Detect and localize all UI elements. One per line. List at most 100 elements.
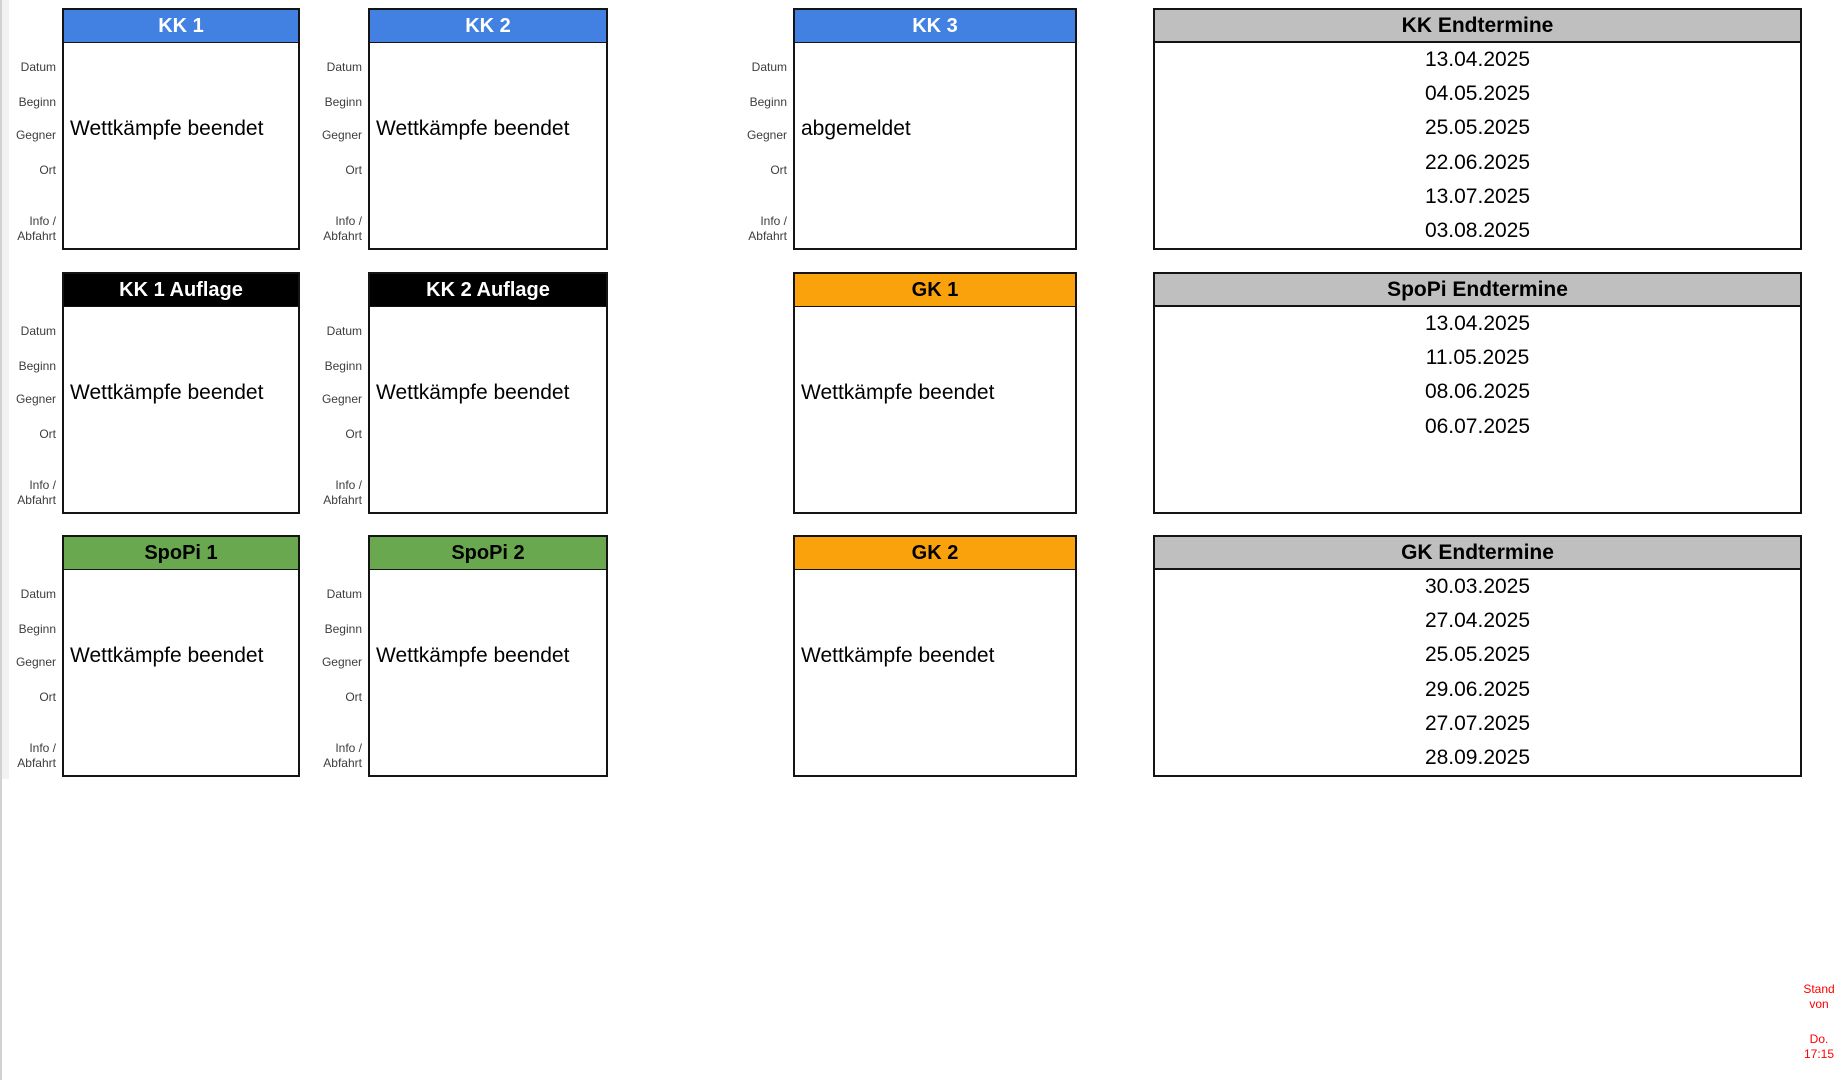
card-status: Wettkämpfe beendet bbox=[801, 381, 995, 404]
field-label-ort: Ort bbox=[345, 690, 362, 704]
date-row: 25.05.2025 bbox=[1424, 643, 1531, 667]
date-row: 06.07.2025 bbox=[1424, 414, 1531, 438]
card-title: KK 1 bbox=[64, 10, 298, 43]
field-label-ort: Ort bbox=[770, 163, 787, 177]
panel-gk-endtermine: GK Endtermine 30.03.2025 27.04.2025 25.0… bbox=[1153, 535, 1802, 777]
field-label-info-abfahrt: Info / Abfahrt bbox=[735, 214, 787, 244]
card-status: Wettkämpfe beendet bbox=[376, 644, 570, 667]
card-status: abgemeldet bbox=[801, 117, 911, 140]
card-kk-1-auflage: KK 1 Auflage Wettkämpfe beendet bbox=[62, 272, 300, 514]
field-label-datum: Datum bbox=[20, 587, 56, 601]
field-label-datum: Datum bbox=[20, 60, 56, 74]
field-label-info-line: Info / bbox=[335, 214, 362, 228]
card-kk-2-auflage: KK 2 Auflage Wettkämpfe beendet bbox=[368, 272, 608, 514]
field-label-ort: Ort bbox=[39, 163, 56, 177]
card-title: KK 1 Auflage bbox=[64, 274, 298, 307]
card-status: Wettkämpfe beendet bbox=[70, 117, 264, 140]
card-status: Wettkämpfe beendet bbox=[70, 381, 264, 404]
field-label-beginn: Beginn bbox=[18, 359, 56, 373]
panel-title: KK Endtermine bbox=[1155, 10, 1800, 43]
field-label-info-line: Info / bbox=[29, 741, 56, 755]
panel-title: SpoPi Endtermine bbox=[1155, 274, 1800, 307]
field-label-abfahrt-line: Abfahrt bbox=[323, 493, 362, 507]
card-title: KK 2 bbox=[370, 10, 606, 43]
field-label-beginn: Beginn bbox=[324, 622, 362, 636]
field-label-info-line: Info / bbox=[29, 478, 56, 492]
date-row: 03.08.2025 bbox=[1424, 218, 1531, 242]
card-body: Wettkämpfe beendet bbox=[64, 307, 298, 512]
field-label-datum: Datum bbox=[20, 324, 56, 338]
card-kk-3: KK 3 abgemeldet bbox=[793, 8, 1077, 250]
card-body: Wettkämpfe beendet bbox=[370, 307, 606, 512]
card-body: Wettkämpfe beendet bbox=[64, 570, 298, 775]
panel-body: 13.04.2025 11.05.2025 08.06.2025 06.07.2… bbox=[1155, 307, 1800, 512]
left-edge-line bbox=[0, 0, 2, 1080]
field-label-info-abfahrt: Info / Abfahrt bbox=[310, 741, 362, 771]
date-row: 13.04.2025 bbox=[1424, 312, 1531, 336]
date-row: 22.06.2025 bbox=[1424, 150, 1531, 174]
date-row: 27.07.2025 bbox=[1424, 711, 1531, 735]
field-label-gegner: Gegner bbox=[746, 128, 787, 142]
field-label-beginn: Beginn bbox=[18, 622, 56, 636]
date-row: 11.05.2025 bbox=[1425, 346, 1530, 370]
field-label-beginn: Beginn bbox=[324, 95, 362, 109]
card-status: Wettkämpfe beendet bbox=[70, 644, 264, 667]
field-label-datum: Datum bbox=[326, 60, 362, 74]
card-spopi-1: SpoPi 1 Wettkämpfe beendet bbox=[62, 535, 300, 777]
field-label-abfahrt-line: Abfahrt bbox=[323, 229, 362, 243]
date-row: 13.07.2025 bbox=[1424, 184, 1531, 208]
field-label-ort: Ort bbox=[345, 427, 362, 441]
status-note: Stand von Do. 17:15 bbox=[1795, 982, 1843, 1080]
field-label-abfahrt-line: Abfahrt bbox=[323, 756, 362, 770]
card-body: abgemeldet bbox=[795, 43, 1075, 248]
field-label-info-line: Info / bbox=[29, 214, 56, 228]
field-label-ort: Ort bbox=[345, 163, 362, 177]
status-note-timestamp: Do. 17:15 bbox=[1803, 1032, 1835, 1061]
card-spopi-2: SpoPi 2 Wettkämpfe beendet bbox=[368, 535, 608, 777]
card-title: KK 2 Auflage bbox=[370, 274, 606, 307]
field-label-beginn: Beginn bbox=[324, 359, 362, 373]
date-row bbox=[1155, 478, 1800, 512]
status-note-stand-von: Stand von bbox=[1803, 982, 1835, 1011]
field-label-ort: Ort bbox=[39, 427, 56, 441]
field-label-gegner: Gegner bbox=[321, 392, 362, 406]
date-row: 27.04.2025 bbox=[1424, 609, 1531, 633]
field-label-datum: Datum bbox=[326, 324, 362, 338]
card-gk-1: GK 1 Wettkämpfe beendet bbox=[793, 272, 1077, 514]
date-row: 30.03.2025 bbox=[1424, 575, 1531, 599]
field-label-abfahrt-line: Abfahrt bbox=[17, 493, 56, 507]
card-body: Wettkämpfe beendet bbox=[795, 307, 1075, 512]
field-label-gegner: Gegner bbox=[15, 655, 56, 669]
field-label-info-abfahrt: Info / Abfahrt bbox=[4, 741, 56, 771]
field-label-gegner: Gegner bbox=[15, 128, 56, 142]
card-title: KK 3 bbox=[795, 10, 1075, 43]
card-title: GK 2 bbox=[795, 537, 1075, 570]
field-label-datum: Datum bbox=[751, 60, 787, 74]
card-body: Wettkämpfe beendet bbox=[795, 570, 1075, 775]
field-label-abfahrt-line: Abfahrt bbox=[17, 756, 56, 770]
panel-title: GK Endtermine bbox=[1155, 537, 1800, 570]
date-row: 13.04.2025 bbox=[1424, 48, 1531, 72]
card-status: Wettkämpfe beendet bbox=[376, 117, 570, 140]
card-kk-2: KK 2 Wettkämpfe beendet bbox=[368, 8, 608, 250]
field-label-info-abfahrt: Info / Abfahrt bbox=[4, 214, 56, 244]
field-label-ort: Ort bbox=[39, 690, 56, 704]
card-body: Wettkämpfe beendet bbox=[370, 570, 606, 775]
field-label-info-line: Info / bbox=[335, 741, 362, 755]
panel-kk-endtermine: KK Endtermine 13.04.2025 04.05.2025 25.0… bbox=[1153, 8, 1802, 250]
date-row bbox=[1155, 444, 1800, 478]
date-row: 04.05.2025 bbox=[1424, 82, 1531, 106]
card-status: Wettkämpfe beendet bbox=[801, 644, 995, 667]
field-label-gegner: Gegner bbox=[321, 655, 362, 669]
field-label-gegner: Gegner bbox=[15, 392, 56, 406]
card-title: SpoPi 2 bbox=[370, 537, 606, 570]
field-label-abfahrt-line: Abfahrt bbox=[748, 229, 787, 243]
field-label-abfahrt-line: Abfahrt bbox=[17, 229, 56, 243]
field-label-beginn: Beginn bbox=[18, 95, 56, 109]
panel-spopi-endtermine: SpoPi Endtermine 13.04.2025 11.05.2025 0… bbox=[1153, 272, 1802, 514]
field-label-info-line: Info / bbox=[335, 478, 362, 492]
field-label-gegner: Gegner bbox=[321, 128, 362, 142]
date-row: 25.05.2025 bbox=[1424, 116, 1531, 140]
panel-body: 30.03.2025 27.04.2025 25.05.2025 29.06.2… bbox=[1155, 570, 1800, 775]
field-label-info-abfahrt: Info / Abfahrt bbox=[4, 478, 56, 508]
